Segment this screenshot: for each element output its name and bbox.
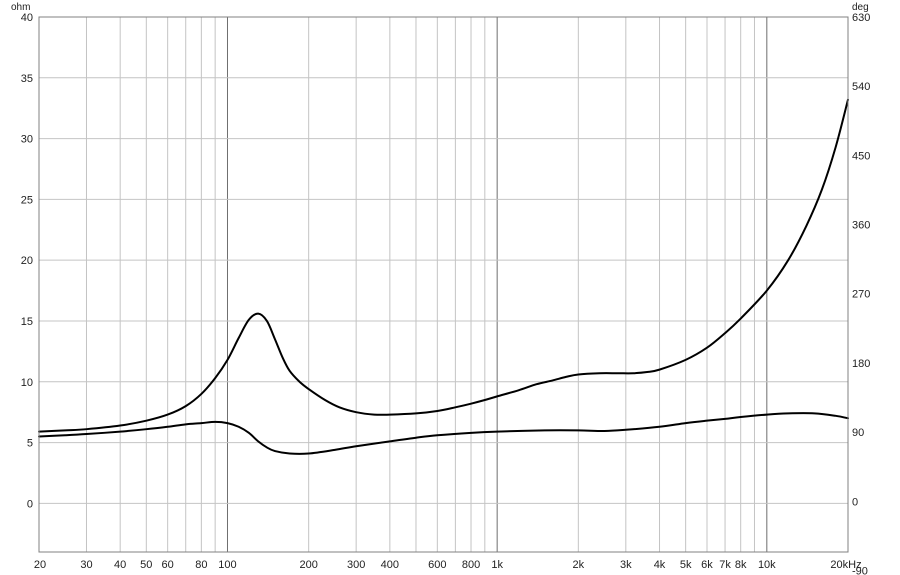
- y-tick-label-left: 20: [21, 255, 33, 267]
- y-tick-labels-left: 0 5 10 15 20 25 30 35 40: [21, 12, 33, 510]
- y-tick-label-left: 35: [21, 73, 33, 85]
- y-tick-label-left: 10: [21, 377, 33, 389]
- x-tick-label: 5k: [680, 559, 692, 571]
- y-tick-label-left: 0: [27, 498, 33, 510]
- x-tick-label: 80: [195, 559, 207, 571]
- right-axis-unit: deg: [852, 2, 869, 13]
- y-tick-label-right: 450: [852, 150, 870, 162]
- x-tick-label: 50: [140, 559, 152, 571]
- y-tick-label-right: 540: [852, 81, 870, 93]
- y-tick-label-left: 30: [21, 134, 33, 146]
- y-tick-label-right: 630: [852, 12, 870, 24]
- x-tick-label: 60: [162, 559, 174, 571]
- x-tick-label: 300: [347, 559, 365, 571]
- left-axis-unit: ohm: [11, 2, 30, 13]
- y-tick-labels-right: -90 0 90 180 270 360 450 540 630: [852, 12, 870, 575]
- series-line-2: [38, 412, 849, 455]
- x-tick-label: 1k: [491, 559, 503, 571]
- y-tick-label-right: 360: [852, 220, 870, 232]
- x-tick-label: 2k: [573, 559, 585, 571]
- x-tick-label: 20: [34, 559, 46, 571]
- x-tick-label: 600: [428, 559, 446, 571]
- y-tick-label-left: 15: [21, 316, 33, 328]
- x-tick-label: 20kHz: [830, 559, 861, 571]
- grid: [39, 17, 848, 552]
- plot-frame: [38, 16, 849, 553]
- x-tick-label: 30: [80, 559, 92, 571]
- x-tick-label: 400: [381, 559, 399, 571]
- y-tick-label-right: 180: [852, 358, 870, 370]
- y-tick-label-right: 90: [852, 427, 864, 439]
- x-tick-label: 4k: [654, 559, 666, 571]
- x-tick-label: 40: [114, 559, 126, 571]
- x-tick-label: 7k: [719, 559, 731, 571]
- y-tick-label-right: -90: [852, 565, 868, 575]
- series-layer: [38, 98, 849, 455]
- x-tick-label: 6k: [701, 559, 713, 571]
- x-tick-label: 100: [218, 559, 236, 571]
- x-tick-label: 3k: [620, 559, 632, 571]
- y-tick-label-right: 270: [852, 289, 870, 301]
- y-tick-label-left: 25: [21, 194, 33, 206]
- x-tick-label: 8k: [735, 559, 747, 571]
- series-line-1: [38, 98, 849, 433]
- x-tick-label: 800: [462, 559, 480, 571]
- x-tick-label: 200: [299, 559, 317, 571]
- y-tick-label-left: 5: [27, 438, 33, 450]
- x-tick-labels: 20 30 40 50 60 80 100 200 300 400 600 800 1k 2k 3k 4k 5k…: [34, 559, 862, 571]
- x-tick-label: 10k: [758, 559, 776, 571]
- y-tick-label-right: 0: [852, 496, 858, 508]
- y-tick-label-left: 40: [21, 12, 33, 24]
